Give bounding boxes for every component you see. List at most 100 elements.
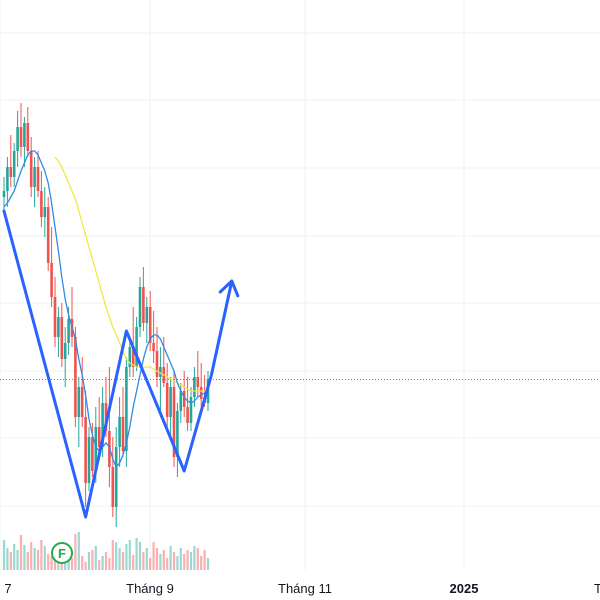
volume-bar xyxy=(206,558,210,570)
volume-bar xyxy=(200,556,203,570)
volume-bar xyxy=(132,555,135,570)
candle-body xyxy=(87,437,91,483)
candle-body xyxy=(84,417,87,483)
x-tick-label: Tháng 11 xyxy=(278,581,332,596)
slow-moving-average-line xyxy=(54,156,208,392)
volume-bar xyxy=(91,550,94,570)
candle-body xyxy=(182,391,186,407)
candle-body xyxy=(135,327,138,367)
volume-bar xyxy=(111,540,114,570)
candle-body xyxy=(148,307,152,343)
volume-bars xyxy=(2,532,210,570)
volume-bar xyxy=(155,548,159,570)
candle-body xyxy=(16,127,19,151)
volume-bar xyxy=(2,540,6,570)
candle-down xyxy=(111,437,115,517)
volume-bar xyxy=(142,552,145,570)
volume-bar xyxy=(162,550,165,570)
candle-body xyxy=(6,167,9,191)
candle-down xyxy=(74,327,77,427)
candle-up xyxy=(125,357,128,467)
volume-bar xyxy=(121,552,125,570)
volume-bar xyxy=(50,556,53,570)
candle-up xyxy=(169,377,172,437)
candle-up xyxy=(23,117,26,167)
volume-bar xyxy=(138,542,142,570)
candle-up xyxy=(2,177,6,211)
candle-up xyxy=(176,403,179,477)
volume-bar xyxy=(13,544,16,570)
candle-up xyxy=(145,297,149,343)
candle-body xyxy=(9,167,13,177)
candle-up xyxy=(57,307,60,357)
candle-down xyxy=(9,135,13,187)
candle-body xyxy=(152,343,155,351)
volume-bar xyxy=(67,556,70,570)
candle-up xyxy=(16,111,19,167)
x-tick-label: Tháng 9 xyxy=(126,581,174,596)
candle-body xyxy=(53,297,57,337)
candle-body xyxy=(196,377,200,387)
candle-body xyxy=(111,467,115,507)
volume-bar xyxy=(193,546,196,570)
volume-bar xyxy=(203,550,206,570)
volume-bar xyxy=(81,556,84,570)
volume-bar xyxy=(176,556,179,570)
candle-down xyxy=(70,287,74,347)
candle-body xyxy=(94,427,98,471)
candle-body xyxy=(138,287,142,327)
volume-bar xyxy=(172,552,176,570)
candle-down xyxy=(121,387,125,457)
volume-bar xyxy=(159,554,162,570)
candle-down xyxy=(36,151,40,197)
volume-bar xyxy=(77,532,80,570)
candle-up xyxy=(189,387,193,431)
volume-bar xyxy=(19,535,23,570)
candle-down xyxy=(84,391,87,507)
event-marker-label: F xyxy=(58,546,66,561)
candle-body xyxy=(176,411,179,457)
volume-bar xyxy=(23,545,26,570)
candle-body xyxy=(114,447,118,507)
candle-down xyxy=(186,377,189,431)
x-axis: 7 Tháng 9 Tháng 11 2025 T xyxy=(4,581,600,596)
event-marker[interactable]: F xyxy=(51,542,73,564)
zigzag-pattern-line[interactable] xyxy=(2,209,234,519)
volume-bar xyxy=(108,558,111,570)
candle-up xyxy=(159,347,162,417)
x-tick-label: T xyxy=(594,581,600,596)
volume-bar xyxy=(47,554,50,570)
candle-up xyxy=(6,157,9,207)
candle-down xyxy=(46,197,50,271)
candle-body xyxy=(26,123,30,151)
volume-bar xyxy=(94,546,97,570)
candle-down xyxy=(155,327,159,387)
candle-down xyxy=(26,107,30,157)
candle-up xyxy=(118,397,121,467)
candle-body xyxy=(142,287,145,323)
volume-bar xyxy=(40,540,43,570)
candle-down xyxy=(199,363,203,407)
candle-body xyxy=(179,391,183,411)
event-marker-circle xyxy=(51,542,73,564)
volume-bar xyxy=(84,562,87,570)
candle-down xyxy=(80,357,84,427)
candle-up xyxy=(43,187,47,237)
candle-down xyxy=(53,277,57,347)
candle-body xyxy=(121,417,125,451)
candle-body xyxy=(43,207,47,217)
candle-up xyxy=(12,143,16,187)
candle-body xyxy=(77,387,81,417)
candle-down xyxy=(50,227,53,307)
volume-bar xyxy=(186,550,189,570)
candle-up xyxy=(77,377,81,447)
volume-bar xyxy=(26,552,29,570)
candle-body xyxy=(19,127,23,147)
candle-body xyxy=(46,207,50,263)
volume-bar xyxy=(104,552,108,570)
candle-up xyxy=(33,157,36,207)
volume-bar xyxy=(115,542,118,570)
volume-bar xyxy=(87,552,91,570)
candle-body xyxy=(80,387,84,417)
